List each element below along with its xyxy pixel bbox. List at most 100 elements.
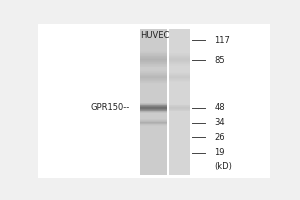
- Bar: [140, 168, 167, 169]
- Bar: [169, 144, 190, 145]
- Bar: [169, 151, 190, 152]
- Bar: [140, 43, 167, 44]
- Bar: [169, 170, 190, 171]
- Text: 48: 48: [214, 103, 225, 112]
- Bar: [169, 129, 190, 130]
- Bar: [169, 44, 190, 45]
- Bar: [169, 157, 190, 158]
- Bar: [169, 106, 190, 107]
- Bar: [140, 129, 167, 130]
- Bar: [140, 49, 167, 50]
- Bar: [140, 73, 167, 74]
- Bar: [169, 69, 190, 70]
- Bar: [140, 169, 167, 170]
- Bar: [140, 87, 167, 88]
- Bar: [140, 68, 167, 69]
- Bar: [169, 47, 190, 48]
- Bar: [169, 53, 190, 54]
- Bar: [140, 80, 167, 81]
- Bar: [169, 85, 190, 86]
- Bar: [169, 61, 190, 62]
- Bar: [140, 123, 167, 124]
- Bar: [140, 105, 167, 106]
- Bar: [140, 67, 167, 68]
- Bar: [140, 77, 167, 78]
- Bar: [140, 29, 167, 30]
- Bar: [169, 29, 190, 30]
- Bar: [140, 33, 167, 34]
- Bar: [169, 156, 190, 157]
- Bar: [169, 119, 190, 120]
- Bar: [140, 142, 167, 143]
- Bar: [140, 52, 167, 53]
- Bar: [169, 84, 190, 85]
- Bar: [169, 118, 190, 119]
- Bar: [140, 153, 167, 154]
- Bar: [169, 64, 190, 65]
- Bar: [140, 66, 167, 67]
- Bar: [140, 85, 167, 86]
- Text: HUVEC: HUVEC: [140, 31, 169, 40]
- Bar: [169, 168, 190, 169]
- Bar: [140, 78, 167, 79]
- Bar: [140, 84, 167, 85]
- Bar: [140, 117, 167, 118]
- Bar: [169, 137, 190, 138]
- Bar: [140, 135, 167, 136]
- Bar: [169, 167, 190, 168]
- Bar: [140, 81, 167, 82]
- Bar: [140, 71, 167, 72]
- Bar: [169, 78, 190, 79]
- Bar: [140, 63, 167, 64]
- Bar: [169, 148, 190, 149]
- Bar: [169, 143, 190, 144]
- Bar: [169, 115, 190, 116]
- Bar: [169, 163, 190, 164]
- Bar: [140, 54, 167, 55]
- Bar: [140, 69, 167, 70]
- Bar: [169, 42, 190, 43]
- Bar: [169, 33, 190, 34]
- Bar: [169, 30, 190, 31]
- Bar: [140, 149, 167, 150]
- Bar: [169, 90, 190, 91]
- Bar: [169, 39, 190, 40]
- Bar: [140, 127, 167, 128]
- Bar: [140, 89, 167, 90]
- Bar: [169, 65, 190, 66]
- Bar: [140, 125, 167, 126]
- Bar: [140, 42, 167, 43]
- Bar: [140, 163, 167, 164]
- Bar: [169, 77, 190, 78]
- Bar: [140, 151, 167, 152]
- Text: 117: 117: [214, 36, 230, 45]
- Bar: [169, 43, 190, 44]
- Bar: [169, 45, 190, 46]
- Bar: [169, 166, 190, 167]
- Bar: [140, 53, 167, 54]
- Bar: [140, 97, 167, 98]
- Bar: [140, 173, 167, 174]
- Bar: [169, 142, 190, 143]
- Bar: [169, 72, 190, 73]
- Bar: [140, 122, 167, 123]
- Bar: [140, 106, 167, 107]
- Bar: [169, 135, 190, 136]
- Bar: [140, 98, 167, 99]
- Bar: [140, 57, 167, 58]
- Bar: [140, 128, 167, 129]
- Bar: [169, 158, 190, 159]
- Bar: [169, 89, 190, 90]
- Bar: [169, 161, 190, 162]
- Bar: [169, 172, 190, 173]
- Bar: [140, 170, 167, 171]
- Bar: [169, 50, 190, 51]
- Bar: [169, 46, 190, 47]
- Bar: [140, 172, 167, 173]
- Bar: [169, 105, 190, 106]
- Bar: [140, 147, 167, 148]
- Bar: [140, 61, 167, 62]
- Bar: [169, 131, 190, 132]
- Bar: [169, 57, 190, 58]
- Bar: [169, 92, 190, 93]
